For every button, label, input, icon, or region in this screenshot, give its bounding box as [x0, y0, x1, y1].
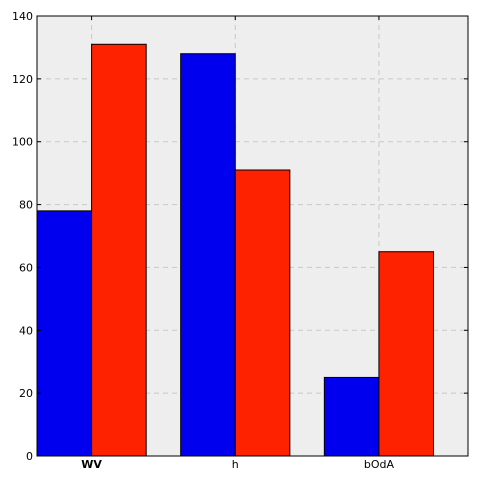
bar-bOdA-series-1 — [323, 376, 380, 457]
axis-ticks — [37, 15, 468, 457]
bar-bOdA-series-2 — [378, 251, 435, 457]
x-tick-label: h — [232, 458, 239, 471]
y-tick-label: 140 — [12, 10, 33, 23]
bar-WV-series-1 — [36, 210, 93, 457]
x-tick-label: bOdA — [364, 458, 395, 471]
y-tick-label: 100 — [12, 136, 33, 149]
y-tick-label: 60 — [19, 261, 33, 274]
y-tick-label: 120 — [12, 73, 33, 86]
axis-labels: 0 20 40 60 80 100 120 140 WV h bOdA — [12, 10, 394, 471]
bar-h-series-2 — [234, 169, 291, 457]
bar-WV-series-2 — [91, 43, 147, 457]
y-tick-label: 40 — [19, 324, 33, 337]
y-tick-label: 20 — [19, 387, 33, 400]
bars — [36, 43, 435, 457]
y-tick-label: 80 — [19, 199, 33, 212]
bar-h-series-1 — [180, 53, 236, 457]
x-tick-label: WV — [81, 458, 102, 471]
y-tick-label: 0 — [26, 450, 33, 463]
plot-frame — [36, 15, 469, 457]
